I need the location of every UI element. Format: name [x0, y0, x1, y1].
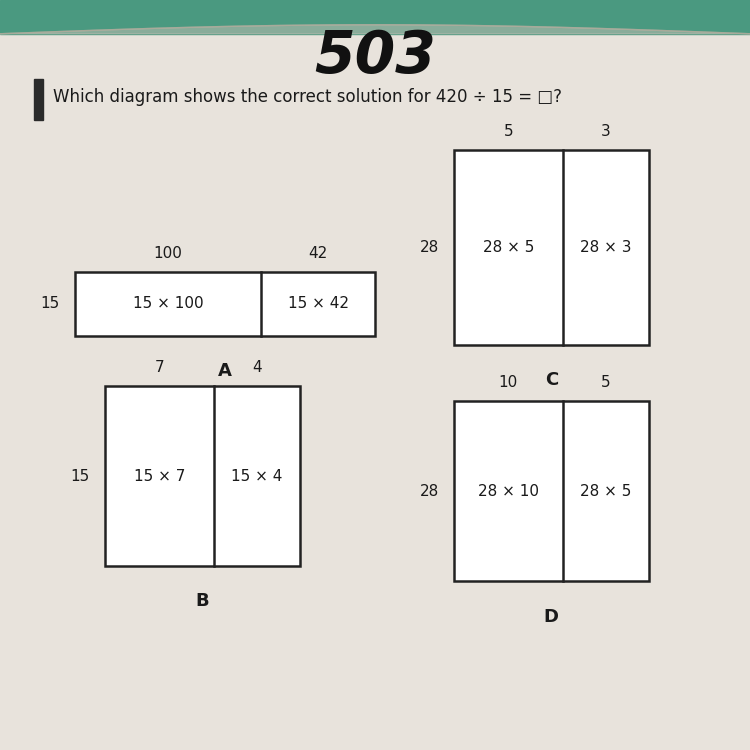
Text: 15 × 100: 15 × 100 — [133, 296, 203, 311]
Bar — [34, 79, 43, 120]
Text: 5: 5 — [503, 124, 513, 139]
Text: 28 × 5: 28 × 5 — [580, 484, 632, 499]
Text: 28 × 3: 28 × 3 — [580, 240, 632, 255]
Text: 28: 28 — [419, 484, 439, 499]
Text: 28 × 10: 28 × 10 — [478, 484, 538, 499]
Text: 42: 42 — [308, 246, 328, 261]
Text: B: B — [196, 592, 209, 610]
Text: A: A — [218, 362, 232, 380]
Text: 28 × 5: 28 × 5 — [483, 240, 534, 255]
Text: 15 × 4: 15 × 4 — [232, 469, 283, 484]
Text: 100: 100 — [154, 246, 182, 261]
Bar — [454, 401, 649, 581]
Text: 7: 7 — [154, 360, 164, 375]
Text: 10: 10 — [499, 375, 518, 390]
Text: 28: 28 — [419, 240, 439, 255]
Text: 3: 3 — [601, 124, 610, 139]
Text: 4: 4 — [252, 360, 262, 375]
Bar — [105, 386, 300, 566]
Text: D: D — [544, 608, 559, 625]
Text: 503: 503 — [314, 28, 436, 85]
Text: 5: 5 — [601, 375, 610, 390]
Text: C: C — [544, 371, 558, 389]
Bar — [454, 150, 649, 345]
Bar — [75, 272, 375, 336]
Text: Which diagram shows the correct solution for 420 ÷ 15 = □?: Which diagram shows the correct solution… — [53, 88, 562, 106]
Bar — [0, 0, 750, 34]
Text: 15: 15 — [40, 296, 60, 311]
Text: 15 × 42: 15 × 42 — [287, 296, 349, 311]
Text: 15: 15 — [70, 469, 90, 484]
Text: 15 × 7: 15 × 7 — [134, 469, 185, 484]
